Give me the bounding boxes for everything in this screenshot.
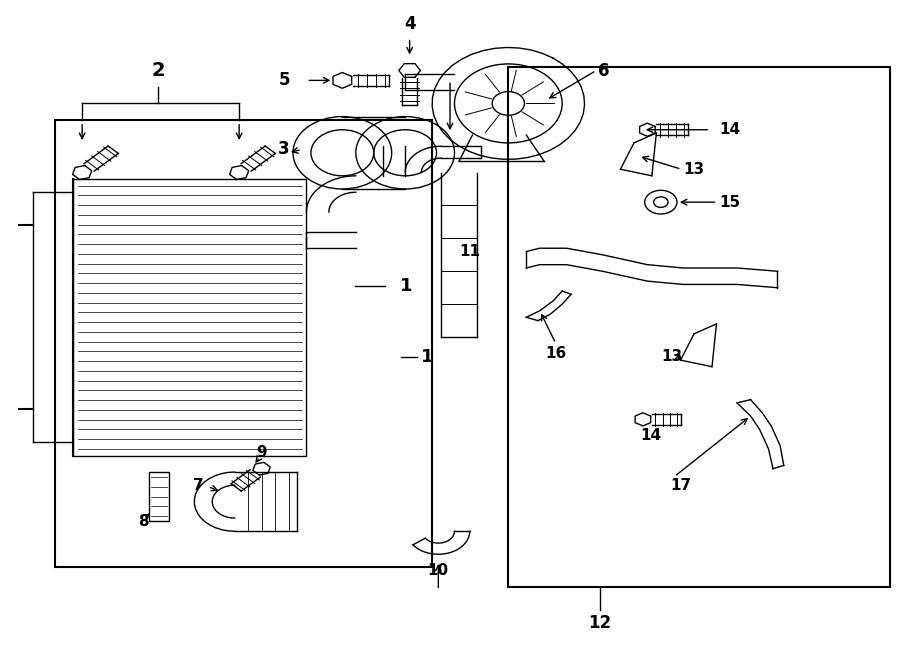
Text: 14: 14	[719, 122, 741, 137]
Text: 2: 2	[151, 61, 166, 80]
Text: 12: 12	[589, 615, 611, 633]
Text: 7: 7	[194, 478, 204, 492]
Bar	[73, 179, 306, 455]
Text: 17: 17	[670, 478, 691, 492]
Bar	[55, 120, 432, 567]
Text: 3: 3	[278, 141, 290, 159]
Text: 13: 13	[661, 349, 682, 364]
Text: 1: 1	[421, 348, 434, 366]
Text: 1: 1	[400, 277, 413, 295]
Text: 9: 9	[256, 445, 267, 460]
Text: 16: 16	[545, 346, 566, 361]
Bar	[149, 472, 169, 522]
Text: 15: 15	[719, 194, 741, 210]
Text: 11: 11	[459, 244, 480, 259]
Text: 10: 10	[428, 563, 449, 578]
Text: 8: 8	[138, 514, 148, 529]
Text: 13: 13	[683, 162, 705, 176]
Text: 4: 4	[404, 15, 416, 34]
Text: 14: 14	[641, 428, 662, 444]
Text: 5: 5	[278, 71, 290, 89]
Bar	[508, 67, 889, 587]
Text: 6: 6	[598, 61, 609, 79]
